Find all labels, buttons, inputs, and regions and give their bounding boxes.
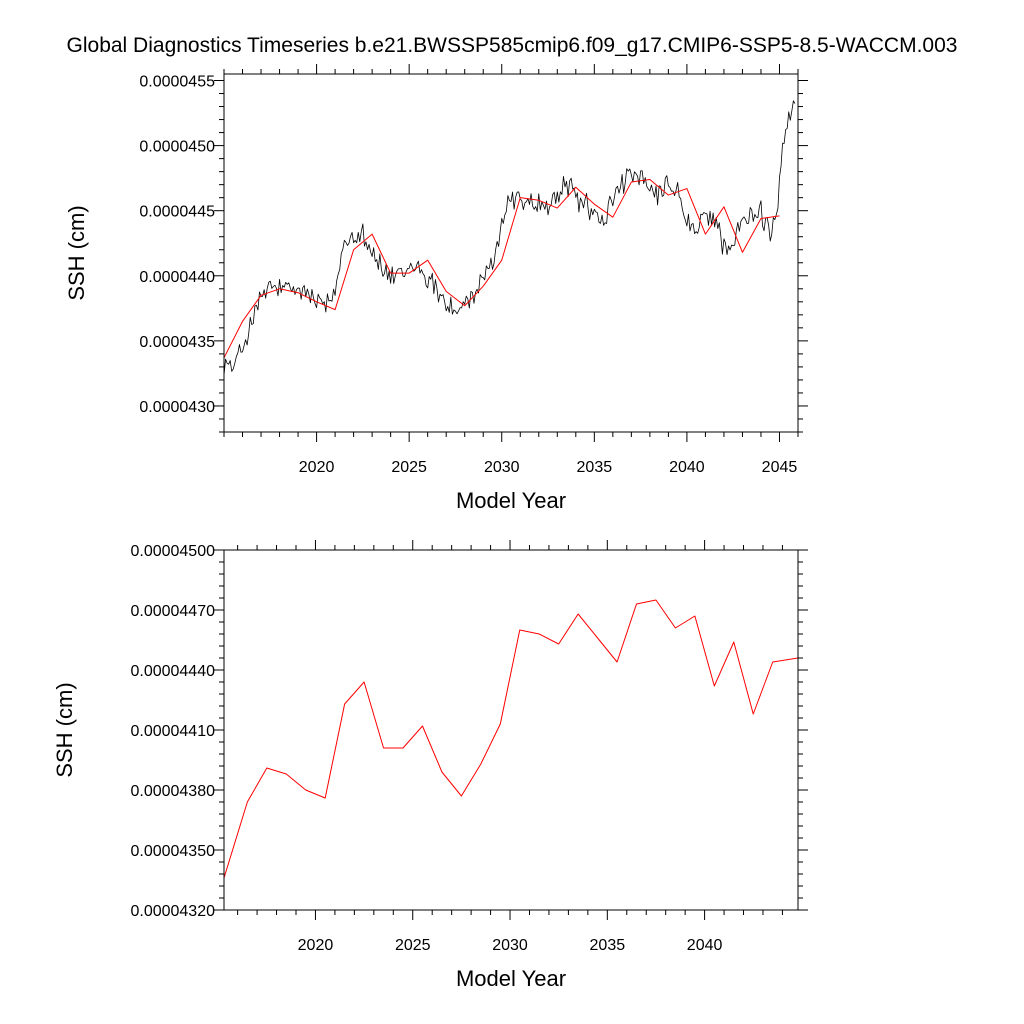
y-axis-title: SSH (cm) bbox=[64, 205, 89, 300]
y-tick-label: 0.0000455 bbox=[139, 74, 215, 91]
y-tick-label: 0.00004410 bbox=[130, 723, 215, 740]
series-line-monthly bbox=[224, 100, 796, 376]
series-group bbox=[224, 100, 796, 376]
x-tick-label: 2025 bbox=[391, 459, 427, 476]
x-tick-label: 2020 bbox=[298, 937, 334, 954]
y-tick-label: 0.0000430 bbox=[139, 399, 215, 416]
y-tick-label: 0.00004320 bbox=[130, 903, 215, 920]
x-axis-title: Model Year bbox=[456, 966, 566, 991]
figure-title: Global Diagnostics Timeseries b.e21.BWSS… bbox=[66, 34, 958, 57]
y-tick-label: 0.00004470 bbox=[130, 603, 215, 620]
x-tick-label: 2040 bbox=[687, 937, 723, 954]
x-tick-label: 2025 bbox=[395, 937, 431, 954]
y-tick-label: 0.00004350 bbox=[130, 843, 215, 860]
y-axis-title: SSH (cm) bbox=[52, 682, 77, 777]
y-tick-label: 0.0000450 bbox=[139, 139, 215, 156]
y-tick-label: 0.00004380 bbox=[130, 783, 215, 800]
y-tick-label: 0.0000440 bbox=[139, 269, 215, 286]
x-tick-label: 2035 bbox=[590, 937, 626, 954]
x-tick-label: 2040 bbox=[669, 459, 705, 476]
panel-bottom-annual: 2020 2025 2030 2035 2040 0.00004320 0.00004350… bbox=[52, 540, 808, 991]
x-tick-label: 2045 bbox=[762, 459, 798, 476]
series-line-annual bbox=[224, 599, 798, 879]
plot-frame bbox=[223, 73, 799, 433]
series-group bbox=[224, 599, 798, 879]
x-tick-label: 2020 bbox=[299, 459, 335, 476]
series-line-annual bbox=[224, 178, 780, 359]
x-tick-label: 2030 bbox=[484, 459, 520, 476]
y-tick-label: 0.0000435 bbox=[139, 334, 215, 351]
plot-frame bbox=[223, 549, 799, 911]
x-tick-label: 2035 bbox=[577, 459, 613, 476]
y-tick-label: 0.0000445 bbox=[139, 204, 215, 221]
x-tick-label: 2030 bbox=[492, 937, 528, 954]
x-axis-title: Model Year bbox=[456, 488, 566, 513]
panel-top-timeseries: 2020 2025 2030 2035 2040 2045 0.0000430 0.00004… bbox=[64, 64, 808, 513]
y-tick-label: 0.00004440 bbox=[130, 663, 215, 680]
y-tick-label: 0.00004500 bbox=[130, 543, 215, 560]
